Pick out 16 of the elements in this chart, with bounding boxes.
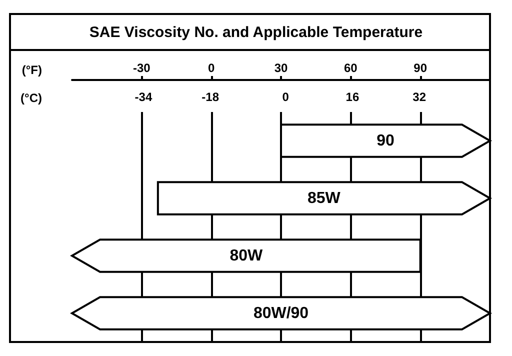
y-tick-label: 80W/90 [253, 304, 309, 322]
x2-tick-label: 32 [412, 90, 426, 104]
x-axis-title: (°F) [22, 63, 42, 77]
x-tick-label: 0 [208, 61, 215, 75]
x-tick-label: 90 [414, 61, 428, 75]
y-tick-label: 85W [308, 190, 342, 207]
x2-tick-label: 16 [346, 90, 360, 104]
x-tick-label: 60 [344, 61, 358, 75]
y-tick-label: 80W [230, 247, 264, 264]
x2-axis-title: (°C) [20, 91, 42, 105]
x-tick-label: -30 [132, 61, 151, 75]
chart-title: SAE Viscosity No. and Applicable Temperature [89, 24, 423, 41]
x2-tick-label: -34 [134, 90, 152, 104]
x2-tick-label: 0 [282, 90, 290, 104]
x-tick-label: 30 [274, 61, 288, 75]
x2-tick-label: -18 [202, 90, 220, 104]
